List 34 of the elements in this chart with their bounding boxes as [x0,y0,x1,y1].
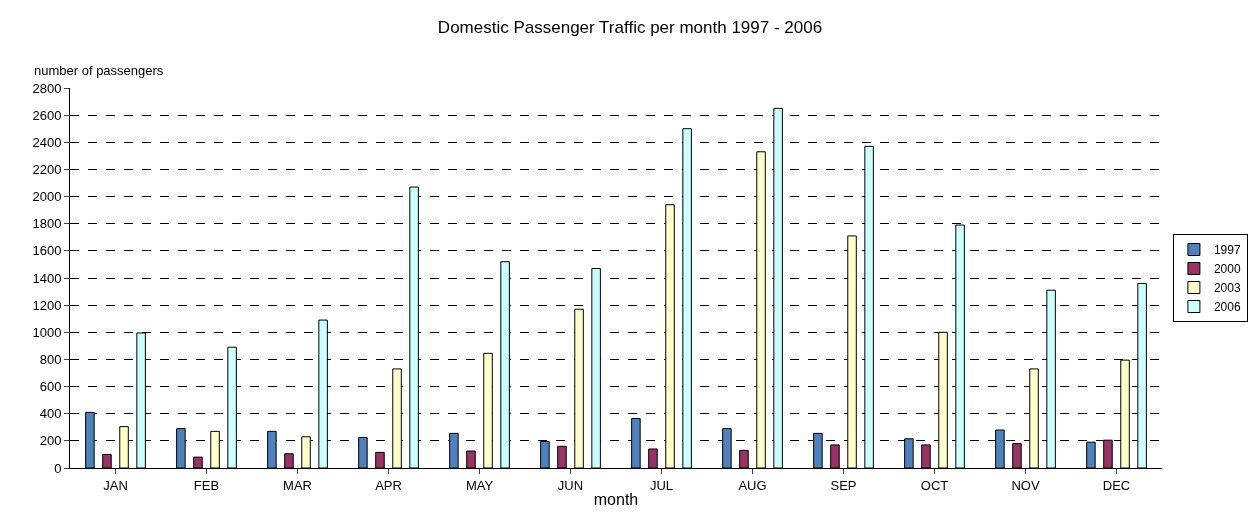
x-tick-label: APR [375,477,402,493]
legend-label: 1997 [1213,243,1241,258]
y-tick-label: 2000 [32,189,62,205]
y-tick-label: 1000 [32,324,62,340]
y-tick-label: 200 [39,433,62,449]
x-tick-label: NOV [1011,477,1040,493]
legend-label: 2003 [1213,281,1241,296]
y-tick-label: 1800 [32,216,62,232]
y-tick-label: 800 [39,351,62,367]
x-tick-label: MAR [283,477,312,493]
y-tick-label: 400 [39,406,62,422]
y-axis-title: number of passengers [34,63,164,78]
y-tick-label: 2800 [32,80,62,96]
legend-label: 2000 [1213,262,1241,277]
x-tick-label: OCT [920,477,949,493]
x-tick-label: SEP [830,477,857,493]
chart-title: Domestic Passenger Traffic per month 1997 - 2006 [437,18,823,38]
y-tick-label: 2600 [32,107,62,123]
x-axis-title: month [593,491,639,509]
y-tick-label: 1200 [32,297,62,313]
y-tick-label: 2400 [32,134,62,150]
x-tick-label: JAN [103,477,128,493]
y-tick-label: 1600 [32,243,62,259]
x-tick-label: MAY [465,477,494,493]
x-tick-label: DEC [1102,477,1131,493]
y-tick-label: 1400 [32,270,62,286]
legend-label: 2006 [1213,300,1241,315]
x-tick-label: JUL [649,477,674,493]
y-tick-label: 2200 [32,161,62,177]
y-tick-label: 0 [54,460,62,476]
y-tick-label: 600 [39,379,62,395]
x-tick-label: FEB [193,477,220,493]
x-tick-label: JUN [557,477,584,493]
x-tick-label: AUG [738,477,767,493]
